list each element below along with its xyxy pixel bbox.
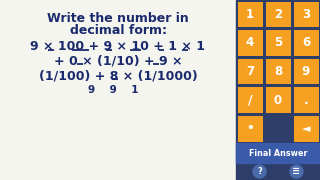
Bar xyxy=(293,30,318,56)
Text: 5: 5 xyxy=(274,36,282,49)
Text: 3: 3 xyxy=(302,8,310,21)
Bar xyxy=(266,87,291,113)
Bar xyxy=(266,1,291,27)
Bar xyxy=(293,116,318,141)
Bar xyxy=(237,1,262,27)
Text: (1/100) + 8 × (1/1000): (1/100) + 8 × (1/1000) xyxy=(39,69,197,82)
Bar xyxy=(293,87,318,113)
Bar xyxy=(266,30,291,56)
Circle shape xyxy=(290,165,303,178)
Text: 9 × 100 + 9 × 10 + 1 × 1: 9 × 100 + 9 × 10 + 1 × 1 xyxy=(30,40,205,53)
Text: •: • xyxy=(246,122,254,135)
Text: 9    9    1: 9 9 1 xyxy=(88,85,138,95)
Circle shape xyxy=(253,165,266,178)
Text: 1: 1 xyxy=(246,8,254,21)
Bar xyxy=(237,116,262,141)
Text: ◄: ◄ xyxy=(302,124,310,134)
Bar xyxy=(237,87,262,113)
Text: Write the number in: Write the number in xyxy=(47,12,189,26)
Text: .: . xyxy=(304,94,308,107)
Bar xyxy=(293,1,318,27)
Text: ?: ? xyxy=(257,167,262,176)
Text: 9: 9 xyxy=(302,65,310,78)
Text: /: / xyxy=(248,94,252,107)
Text: 2: 2 xyxy=(274,8,282,21)
Text: ≡: ≡ xyxy=(292,166,300,177)
Text: 8: 8 xyxy=(274,65,282,78)
Bar xyxy=(266,59,291,84)
Text: 0: 0 xyxy=(274,94,282,107)
Bar xyxy=(293,59,318,84)
Bar xyxy=(236,0,320,180)
Bar xyxy=(237,30,262,56)
Bar xyxy=(236,143,320,163)
Text: 4: 4 xyxy=(246,36,254,49)
Text: decimal form:: decimal form: xyxy=(69,24,166,37)
Text: 6: 6 xyxy=(302,36,310,49)
Text: + 0 × (1/10) + 9 ×: + 0 × (1/10) + 9 × xyxy=(54,55,182,68)
Bar xyxy=(237,59,262,84)
Text: 7: 7 xyxy=(246,65,254,78)
Text: Final Answer: Final Answer xyxy=(249,148,307,158)
